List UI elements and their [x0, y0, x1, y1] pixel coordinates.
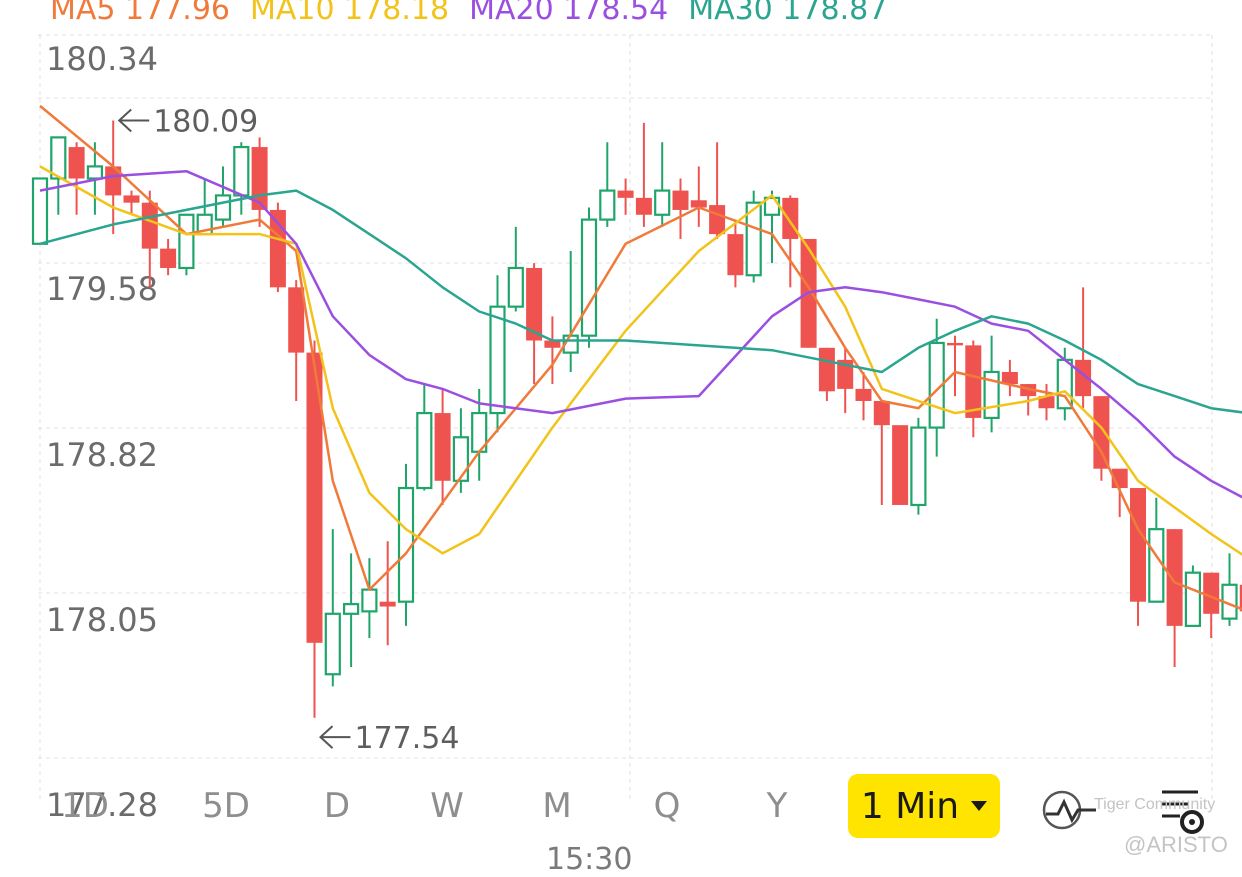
candle: [50, 136, 67, 215]
price-label: 180.34: [46, 40, 158, 78]
candle: [1093, 396, 1110, 481]
period-tabbar: 1D 5D D W M Q Y 1 Min: [0, 770, 1242, 850]
candle: [690, 166, 707, 227]
candle: [214, 166, 232, 227]
candle: [727, 219, 744, 288]
candle: [507, 226, 524, 312]
user-handle: @ARISTO: [1124, 832, 1228, 857]
candle: [745, 190, 762, 283]
interval-label: 1 Min: [860, 785, 960, 827]
candle: [580, 207, 598, 348]
extreme-markers: 180.09 177.54: [117, 104, 460, 756]
high-price-marker: 180.09: [117, 104, 258, 139]
candle: [782, 195, 799, 288]
candle: [68, 142, 85, 215]
interval-dropdown[interactable]: 1 Min: [848, 774, 1000, 838]
candle: [1038, 384, 1055, 421]
candle: [178, 213, 195, 276]
price-label: 177.28: [46, 786, 158, 824]
candle: [1203, 572, 1220, 638]
tab-d[interactable]: D: [323, 786, 351, 826]
candle: [434, 388, 451, 505]
tab-m[interactable]: M: [542, 786, 572, 826]
tab-q[interactable]: Q: [653, 786, 681, 826]
tab-w[interactable]: W: [430, 786, 464, 826]
ma20-legend: MA20 178.54: [469, 0, 669, 27]
tab-1d[interactable]: 1D: [61, 786, 109, 826]
tab-5d[interactable]: 5D: [202, 786, 250, 826]
ma-legend: MA5 177.96 MA10 178.18 MA20 178.54 MA30 …: [50, 0, 887, 32]
ma30-line: [39, 189, 1242, 414]
candle: [1239, 584, 1242, 612]
price-label: 178.05: [46, 601, 158, 639]
candle: [910, 417, 927, 515]
candle: [1221, 553, 1238, 626]
time-axis-label: 15:30: [546, 842, 633, 877]
candle: [160, 238, 177, 276]
candle: [233, 142, 250, 215]
candle: [452, 408, 469, 493]
ma5-line: [39, 104, 1242, 611]
candle: [635, 122, 652, 227]
candle: [1001, 359, 1018, 397]
candle: [892, 425, 909, 505]
candle: [947, 335, 963, 397]
candle: [31, 177, 49, 245]
candle: [562, 251, 579, 372]
candlestick-series: [31, 120, 1242, 718]
candle: [324, 529, 341, 687]
candle: [361, 558, 378, 638]
candle: [1166, 529, 1183, 667]
candle: [123, 190, 140, 215]
candle: [306, 340, 323, 718]
ma20-line: [39, 169, 1242, 499]
candle: [983, 335, 1000, 433]
ma5-legend: MA5 177.96: [50, 0, 230, 27]
candle: [1130, 488, 1146, 626]
candle: [709, 142, 726, 239]
tab-y[interactable]: Y: [766, 786, 788, 826]
candle: [965, 340, 982, 438]
price-label: 178.82: [46, 436, 158, 474]
candle: [1184, 565, 1202, 627]
candle: [654, 142, 671, 227]
svg-text:177.54: 177.54: [355, 721, 460, 756]
candle: [379, 541, 396, 646]
candle: [672, 178, 689, 239]
caret-down-icon: [971, 801, 988, 811]
candle: [617, 178, 634, 215]
candle: [855, 371, 872, 421]
candle: [343, 553, 360, 667]
watermark: Tiger Community: [1094, 796, 1216, 813]
ma10-line: [39, 165, 1242, 556]
price-axis-labels: 180.34 179.58 178.82 178.05 177.28: [46, 40, 158, 824]
candle: [416, 384, 433, 491]
candle: [837, 347, 854, 414]
svg-text:180.09: 180.09: [153, 104, 258, 139]
candle: [141, 190, 158, 288]
moving-average-lines: [39, 104, 1242, 611]
ma10-legend: MA10 178.18: [250, 0, 450, 27]
candle: [1075, 287, 1092, 409]
candle: [599, 142, 616, 227]
candle: [397, 463, 415, 626]
chart-grid: [38, 34, 1213, 800]
ma30-legend: MA30 178.87: [688, 0, 888, 27]
candle: [873, 400, 890, 505]
price-label: 179.58: [46, 270, 158, 308]
candle: [288, 280, 305, 401]
candle: [526, 263, 543, 385]
candle: [818, 347, 835, 401]
low-price-marker: 177.54: [319, 721, 460, 756]
indicator-icon[interactable]: [1040, 780, 1100, 840]
candle: [489, 275, 506, 433]
candle: [544, 316, 561, 385]
candle: [251, 137, 268, 227]
settings-icon[interactable]: [1158, 780, 1218, 840]
